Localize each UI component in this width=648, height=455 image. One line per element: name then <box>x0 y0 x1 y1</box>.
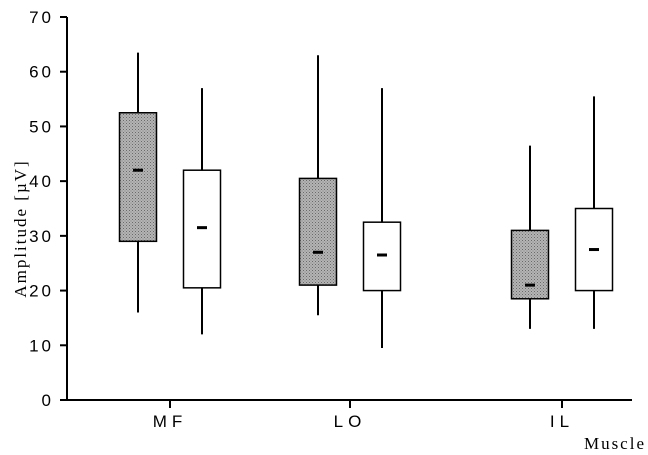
box-mf-open <box>182 88 222 335</box>
y-tick-label: 20 <box>29 282 54 301</box>
boxes <box>118 52 614 349</box>
y-tick-label: 50 <box>29 117 54 136</box>
x-category-label: MF <box>153 412 188 431</box>
box-il-shaded <box>510 145 550 329</box>
x-axis-title: Muscle <box>584 434 646 453</box>
box-lo-open <box>362 88 402 349</box>
box-rect <box>574 207 614 292</box>
box-rect <box>118 112 158 243</box>
y-ticks: 0 10 20 30 40 50 60 70 <box>29 8 563 410</box>
y-tick-label: 70 <box>29 8 54 27</box>
x-category-label: LO <box>334 412 367 431</box>
x-category-label: IL <box>550 412 574 431</box>
y-tick-label: 30 <box>29 227 54 246</box>
y-tick-label: 0 <box>42 391 54 410</box>
box-il-open <box>574 96 614 329</box>
labels: MF LO IL Amplitude [µV] Muscle <box>11 159 646 453</box>
y-tick-label: 40 <box>29 172 54 191</box>
box-lo-shaded <box>298 55 338 316</box>
y-tick-label: 10 <box>29 336 54 355</box>
y-tick-label: 60 <box>29 63 54 82</box>
y-axis-title: Amplitude [µV] <box>11 159 30 297</box>
box-mf-shaded <box>118 52 158 313</box>
box-rect <box>510 229 550 300</box>
box-rect <box>298 177 338 286</box>
